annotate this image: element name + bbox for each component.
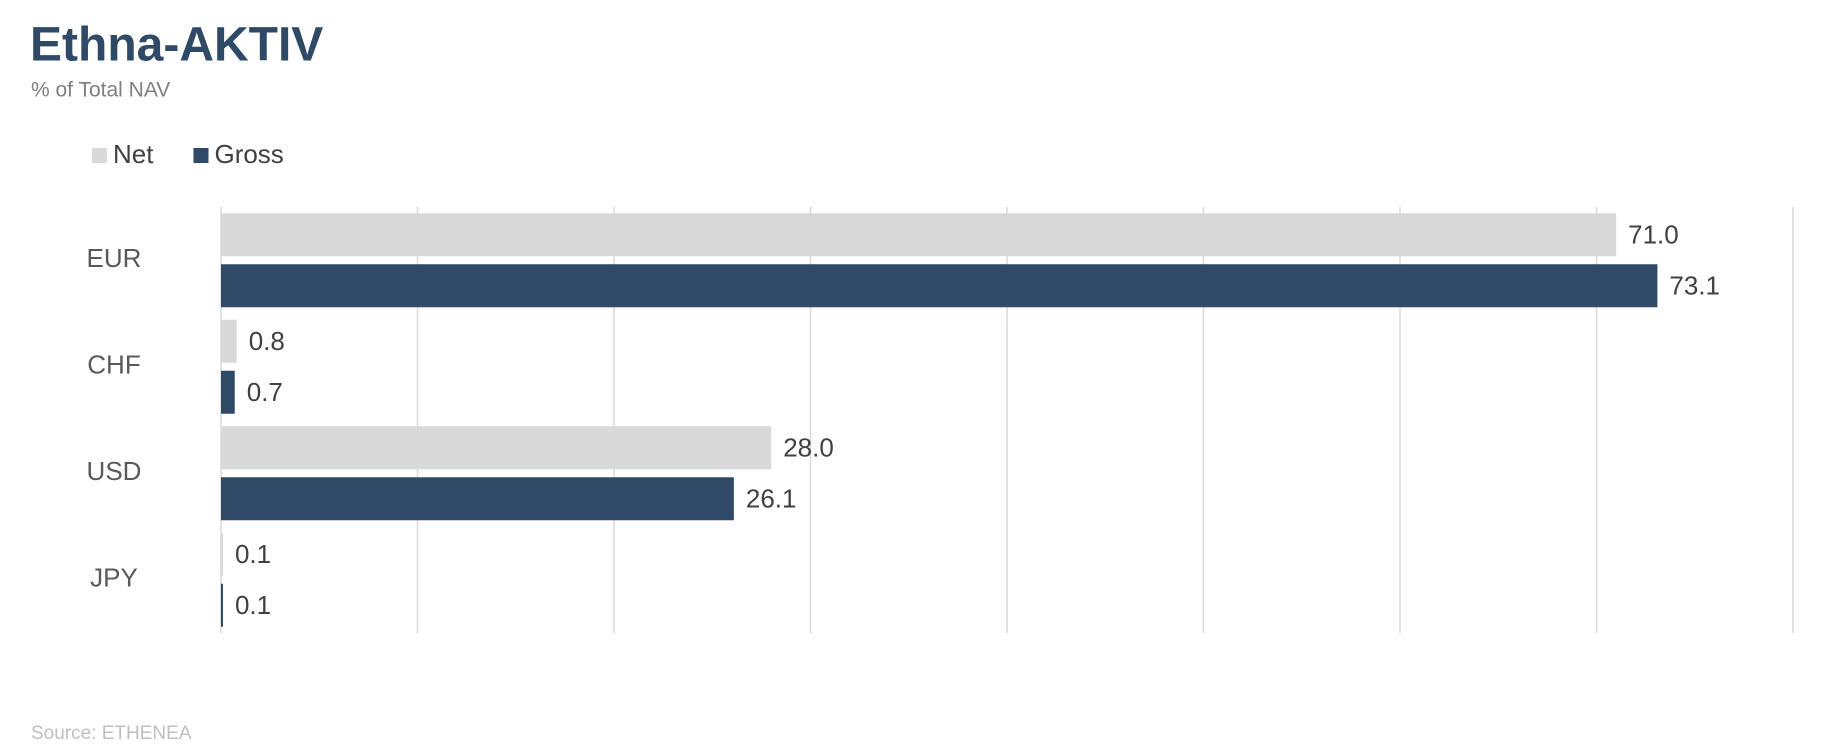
y-tick-label: CHF	[87, 350, 140, 380]
value-label: 0.1	[235, 539, 271, 569]
bar	[221, 370, 235, 414]
y-tick-label: JPY	[90, 563, 138, 593]
bar	[221, 213, 1617, 257]
bar	[221, 583, 223, 627]
chart-subtitle: % of Total NAV	[31, 79, 170, 102]
value-label: 73.1	[1669, 271, 1720, 301]
value-label: 0.7	[247, 377, 283, 407]
legend-label: Net	[113, 139, 154, 169]
value-label: 0.1	[235, 590, 271, 620]
legend-swatch	[92, 148, 107, 163]
value-label: 26.1	[746, 484, 797, 514]
value-label: 0.8	[249, 326, 285, 356]
source: Source: ETHENEA	[31, 723, 192, 744]
value-label: 28.0	[783, 433, 834, 463]
bar	[221, 532, 223, 576]
chart-title: Ethna-AKTIV	[30, 19, 323, 72]
value-label: 71.0	[1628, 220, 1679, 250]
y-tick-label: EUR	[87, 243, 142, 273]
bar	[221, 264, 1658, 308]
bar	[221, 426, 772, 470]
bar	[221, 477, 734, 521]
legend-swatch	[193, 148, 209, 163]
legend-label: Gross	[214, 139, 283, 169]
bar	[221, 319, 237, 363]
y-tick-label: USD	[87, 456, 142, 486]
